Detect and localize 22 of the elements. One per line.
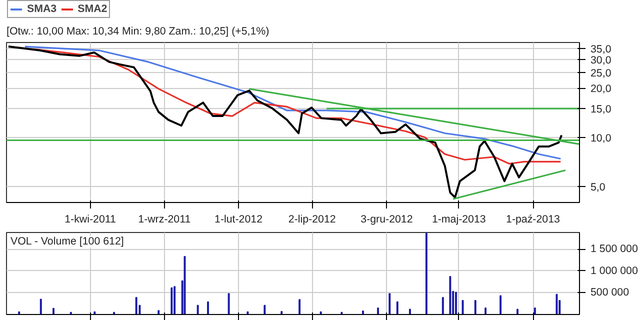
y-tick-label: 1 000 000: [590, 264, 638, 277]
y-tick-label: 15,0: [590, 104, 612, 116]
y-tick-label: 5,0: [590, 182, 606, 194]
legend-label: SMA3: [27, 3, 57, 15]
legend-label: SMA2: [78, 3, 108, 15]
y-tick-label: 10,0: [590, 132, 612, 144]
chart-title: VOL - Volume [100 612]: [10, 236, 124, 248]
y-tick-label: 500 000: [590, 286, 630, 299]
x-tick-label: 1-maj-2013: [432, 214, 486, 226]
y-tick-label: 25,0: [590, 67, 612, 80]
x-tick-label: 1-wrz-2011: [138, 214, 191, 226]
x-tick-label: 1-paź-2013: [506, 214, 560, 226]
x-tick-label: 3-gru-2012: [360, 214, 413, 226]
x-tick-label: 1-lut-2012: [214, 214, 263, 226]
y-tick-label: 35,0: [590, 43, 612, 56]
x-tick-label: 1-kwi-2011: [64, 214, 116, 226]
chart-title: [Otw.: 10,00 Max: 10,34 Min: 9,80 Zam.: 10,25] (+5,1%): [6, 26, 270, 38]
line-series: [7, 46, 563, 198]
x-tick-label: 2-lip-2012: [288, 214, 336, 226]
y-tick-label: 20,0: [590, 83, 612, 96]
y-tick-label: 1 500 000: [590, 243, 638, 256]
y-tick-label: 30,0: [590, 54, 612, 66]
